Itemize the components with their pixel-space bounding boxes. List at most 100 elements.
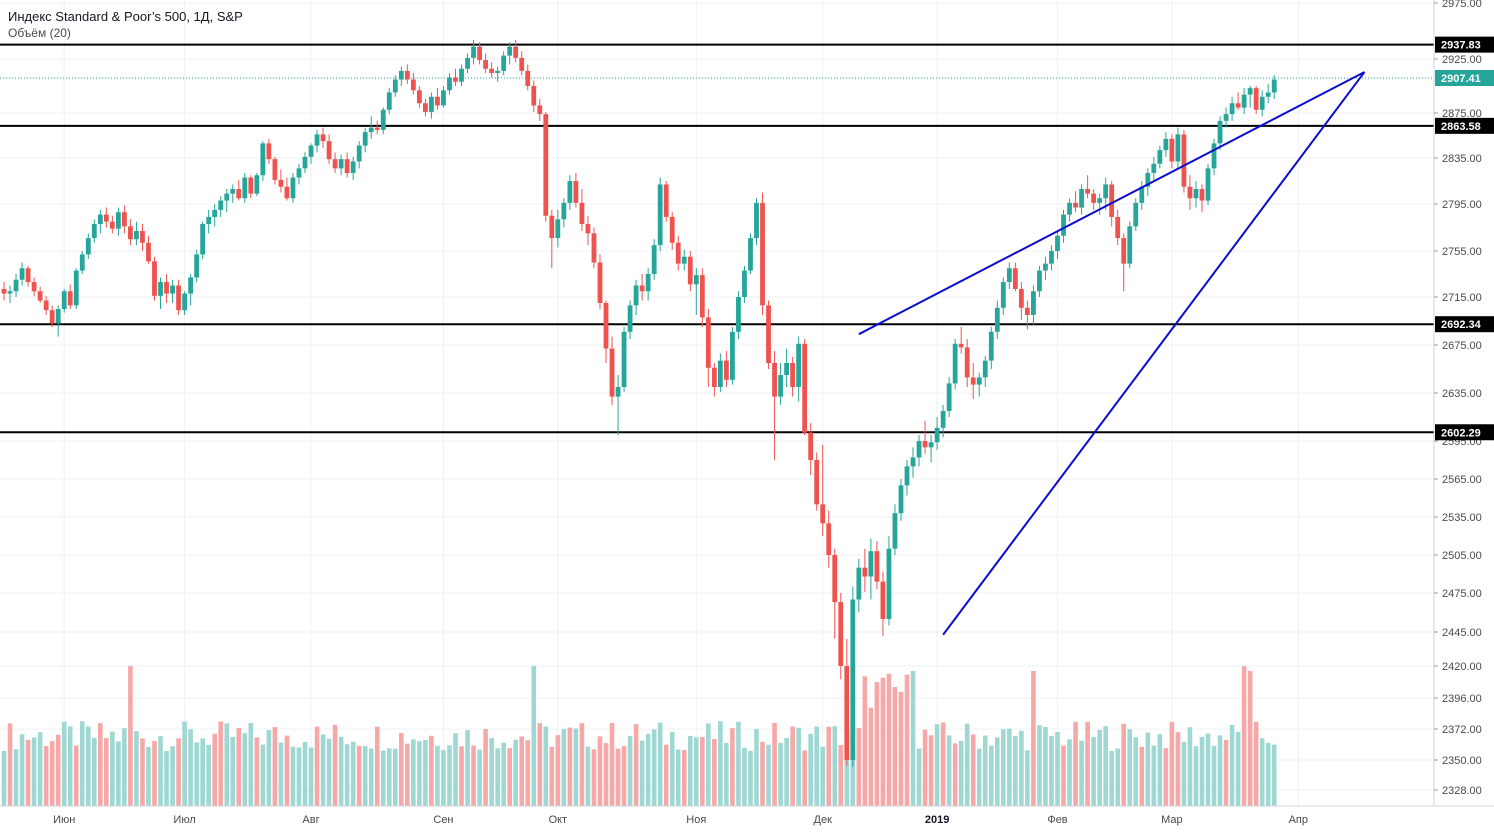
volume-bar	[423, 739, 428, 806]
candle-body	[838, 602, 844, 666]
volume-bar	[513, 739, 518, 806]
volume-bar	[447, 745, 452, 806]
volume-bar	[880, 677, 886, 806]
candle-body	[182, 293, 187, 311]
level-label-box	[1435, 36, 1494, 53]
volume-bar	[543, 726, 549, 806]
price-tick-label: 2535.00	[1442, 512, 1482, 524]
volume-bar	[1271, 744, 1277, 806]
candle-body	[43, 300, 49, 311]
candle-body	[1193, 189, 1199, 199]
candle-body	[760, 202, 765, 306]
volume-bar	[25, 739, 31, 806]
volume-bar	[1001, 729, 1006, 806]
volume-bar	[844, 737, 850, 806]
candle-body	[850, 599, 856, 760]
volume-bar	[826, 726, 832, 806]
candle-body	[964, 347, 970, 378]
volume-bar	[158, 736, 163, 806]
candle-body	[302, 156, 308, 169]
volume-bar	[37, 732, 43, 806]
volume-bar	[1217, 735, 1223, 806]
candle-body	[266, 143, 272, 160]
volume-bar	[1241, 666, 1247, 806]
volume-bar	[874, 682, 880, 806]
candle-body	[946, 383, 952, 411]
volume-bar	[952, 743, 958, 806]
volume-bar	[537, 723, 543, 806]
candle-body	[513, 46, 519, 58]
volume-bar	[1079, 740, 1084, 806]
volume-bar	[916, 748, 922, 806]
candle-body	[717, 360, 723, 387]
volume-bar	[718, 721, 723, 806]
volume-bar	[898, 691, 904, 806]
candle-body	[380, 109, 386, 130]
volume-bar	[501, 742, 506, 806]
volume-bar	[615, 748, 621, 806]
candle-body	[248, 177, 254, 194]
volume-bar	[597, 736, 603, 806]
volume-bar	[224, 723, 230, 806]
price-tick-label: 2975.00	[1442, 0, 1482, 10]
volume-bar	[1067, 739, 1072, 806]
volume-bar	[405, 743, 410, 806]
volume-bar	[1097, 729, 1102, 806]
volume-bar	[1151, 745, 1157, 806]
volume-bar	[1235, 731, 1241, 806]
price-tick-label: 2420.00	[1442, 661, 1482, 673]
candle-body	[597, 262, 603, 303]
candle-body	[886, 548, 892, 619]
month-label: Ноя	[686, 814, 706, 826]
candle-body	[338, 159, 344, 169]
volume-indicator-label: Объём (20)	[8, 26, 71, 40]
volume-bar	[531, 666, 537, 806]
candle-body	[615, 387, 621, 397]
candle-body	[1085, 189, 1090, 194]
candle-body	[260, 143, 266, 176]
candle-body	[856, 567, 862, 600]
candle-body	[152, 261, 157, 296]
candle-body	[976, 377, 982, 385]
price-tick-label: 2675.00	[1442, 340, 1482, 352]
candle-body	[820, 504, 826, 524]
volume-bar	[681, 750, 687, 806]
candle-body	[940, 411, 946, 428]
candle-body	[814, 460, 820, 505]
candle-body	[79, 254, 85, 271]
volume-bar	[1103, 726, 1108, 806]
candle-body	[308, 145, 314, 157]
volume-bar	[886, 673, 892, 806]
candle-body	[639, 285, 645, 292]
volume-bar	[1199, 736, 1205, 806]
candle-body	[128, 226, 133, 240]
price-tick-label: 2835.00	[1442, 153, 1482, 165]
volume-bar	[663, 744, 669, 806]
candle-body	[687, 256, 693, 285]
volume-bar	[19, 734, 25, 806]
volume-bar	[128, 666, 133, 806]
volume-bar	[1109, 750, 1114, 806]
price-tick-label: 2635.00	[1442, 388, 1482, 400]
candle-body	[398, 70, 404, 80]
candle-body	[55, 309, 61, 324]
candle-body	[898, 485, 904, 514]
volume-bar	[429, 735, 434, 806]
candle-body	[134, 231, 139, 240]
level-label-text: 2602.29	[1441, 427, 1481, 439]
volume-bar	[1223, 739, 1229, 806]
candle-body	[669, 216, 675, 243]
candle-body	[122, 212, 127, 227]
volume-bar	[567, 727, 573, 806]
candle-body	[368, 127, 374, 133]
candle-body	[73, 270, 79, 306]
candle-body	[1253, 88, 1259, 110]
candle-body	[1169, 138, 1175, 162]
candle-body	[109, 221, 115, 229]
price-tick-label: 2328.00	[1442, 785, 1482, 797]
volume-bar	[85, 726, 91, 806]
candle-body	[826, 523, 832, 555]
month-label: Апр	[1289, 814, 1308, 826]
candle-body	[874, 551, 880, 582]
